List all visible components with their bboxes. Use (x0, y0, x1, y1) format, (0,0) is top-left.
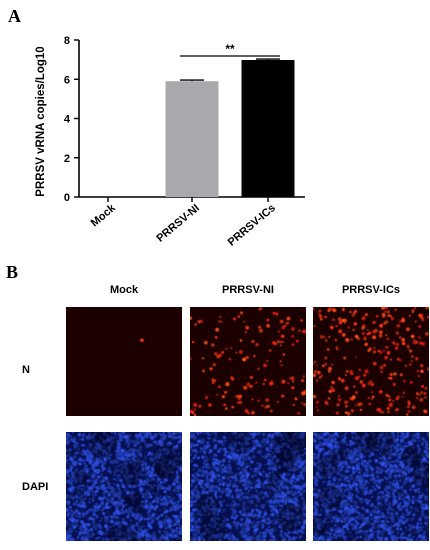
column-label-prrsv-ics: PRRSV-ICs (341, 284, 401, 296)
micrograph-dapi-mock (66, 432, 182, 541)
x-tick-label: PRRSV-NI (154, 202, 202, 245)
bar (241, 60, 295, 197)
micrograph-n-mock (66, 307, 182, 416)
x-tick-label: Mock (89, 202, 119, 230)
y-axis-label: PRRSV vRNA copies/Log10 (35, 46, 47, 196)
micrograph-dapi-prrsv-ni (190, 432, 306, 541)
bar-chart: 0 2 4 6 8 PRRSV vRNA copies/Log10 Mock PRRSV-NI… (35, 35, 305, 249)
row-label-dapi: DAPI (22, 481, 49, 493)
micrograph-n-prrsv-ni (190, 307, 306, 416)
x-tick-label: PRRSV-ICs (226, 202, 278, 249)
y-tick-label: 4 (64, 114, 71, 126)
significance-label: ** (225, 42, 235, 56)
y-tick-label: 2 (64, 153, 70, 165)
micrograph-n-prrsv-ics (313, 307, 429, 416)
column-label-prrsv-ni: PRRSV-NI (222, 284, 274, 296)
bar (165, 81, 219, 197)
y-tick-label: 8 (64, 35, 70, 47)
column-label-mock: Mock (109, 284, 139, 296)
micrograph-dapi-prrsv-ics (313, 432, 429, 541)
panel-b-letter: B (6, 262, 19, 282)
row-label-n: N (22, 364, 30, 376)
y-tick-label: 6 (64, 74, 70, 86)
panel-a-letter: A (8, 6, 21, 26)
y-tick-label: 0 (64, 192, 70, 204)
